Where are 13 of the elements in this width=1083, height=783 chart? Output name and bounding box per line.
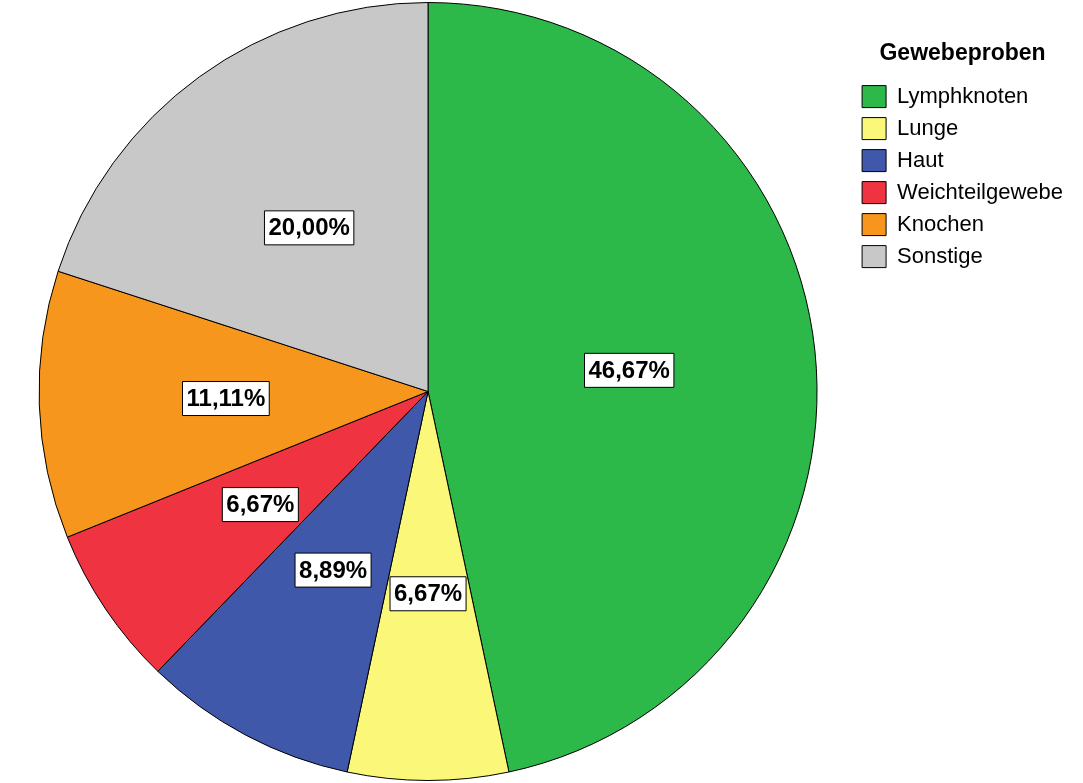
data-label: 46,67% <box>588 355 670 383</box>
legend-label: Knochen <box>897 210 984 236</box>
legend-title: Gewebeproben <box>879 38 1046 65</box>
data-label: 11,11% <box>186 384 266 412</box>
legend-label: Haut <box>897 146 944 172</box>
legend-label: Lunge <box>897 114 959 140</box>
legend-label: Lymphknoten <box>897 82 1029 108</box>
data-label: 20,00% <box>268 213 350 241</box>
data-label: 6,67% <box>226 490 295 518</box>
legend-label: Sonstige <box>897 242 983 268</box>
legend-label: Weichteilgewebe <box>897 178 1064 204</box>
data-label: 6,67% <box>394 579 463 607</box>
data-label: 8,89% <box>299 555 368 583</box>
